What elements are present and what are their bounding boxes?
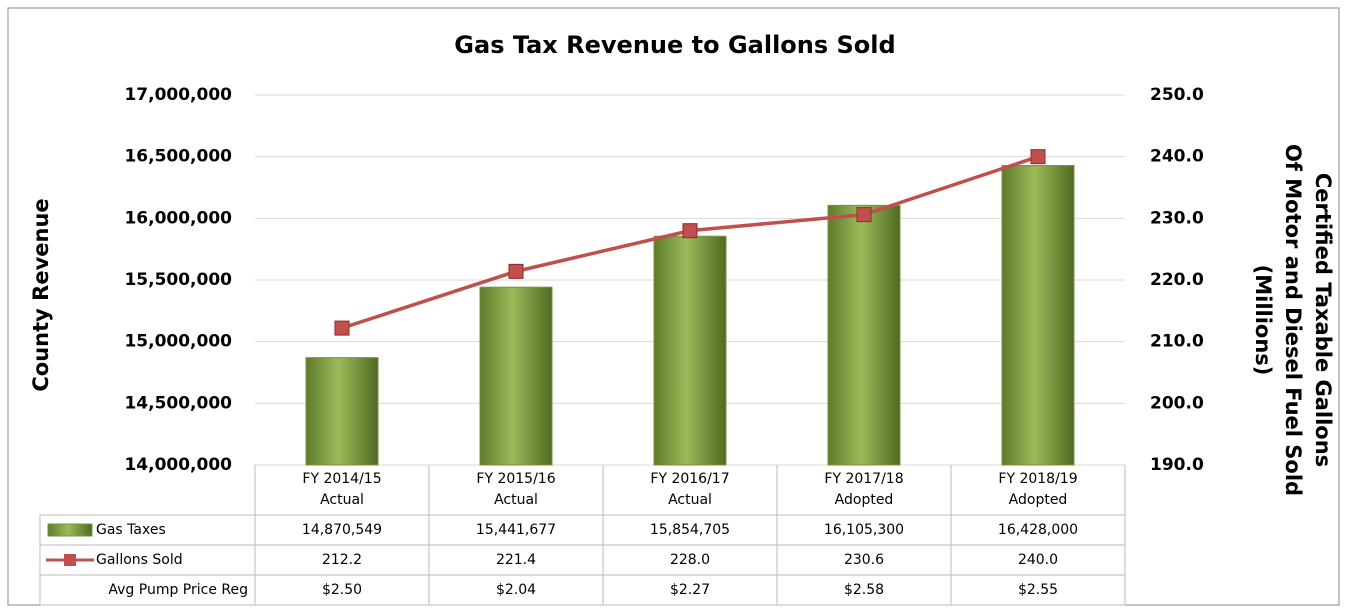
bar — [305, 357, 379, 466]
table-cell: $2.50 — [322, 582, 362, 598]
marker — [856, 207, 872, 223]
legend-label: Gas Taxes — [96, 522, 166, 538]
data-label: 16,428,000 — [998, 522, 1078, 538]
data-label: 14,870,549 — [302, 522, 382, 538]
y2-axis-title: Of Motor and Diesel Fuel Sold — [1281, 144, 1305, 496]
marker — [334, 320, 350, 336]
y2-axis-title: Certified Taxable Gallons — [1311, 173, 1335, 467]
marker — [682, 223, 698, 239]
bar — [479, 286, 553, 466]
y2-tick-label: 220.0 — [1150, 270, 1204, 290]
table-cell: $2.55 — [1018, 582, 1058, 598]
row-label: Avg Pump Price Reg — [108, 582, 248, 598]
legend-label: Gallons Sold — [96, 552, 183, 568]
y-axis-title: County Revenue — [29, 198, 53, 391]
data-label: 228.0 — [670, 552, 710, 568]
y2-tick-label: 200.0 — [1150, 393, 1204, 413]
x-tick-label: FY 2014/15 — [302, 471, 381, 487]
y-tick-label: 15,500,000 — [124, 270, 232, 290]
data-label: 212.2 — [322, 552, 362, 568]
y-tick-label: 15,000,000 — [124, 332, 232, 352]
x-tick-label: Adopted — [1009, 492, 1068, 508]
x-tick-label: Actual — [668, 492, 712, 508]
table-cell: $2.58 — [844, 582, 884, 598]
data-label: 221.4 — [496, 552, 536, 568]
marker — [508, 263, 524, 279]
y-tick-label: 16,500,000 — [124, 147, 232, 167]
y2-tick-label: 210.0 — [1150, 332, 1204, 352]
legend-swatch — [47, 523, 93, 537]
y-tick-label: 16,000,000 — [124, 208, 232, 228]
bar — [653, 235, 727, 466]
y2-tick-label: 240.0 — [1150, 147, 1204, 167]
table-cell: $2.27 — [670, 582, 710, 598]
x-tick-label: Actual — [320, 492, 364, 508]
chart-title: Gas Tax Revenue to Gallons Sold — [454, 31, 895, 59]
x-tick-label: FY 2018/19 — [998, 471, 1077, 487]
bar — [1001, 165, 1075, 466]
y-tick-label: 14,500,000 — [124, 393, 232, 413]
x-tick-label: Adopted — [835, 492, 894, 508]
y-tick-label: 14,000,000 — [124, 455, 232, 475]
y2-tick-label: 230.0 — [1150, 208, 1204, 228]
bar — [827, 204, 901, 466]
data-label: 230.6 — [844, 552, 884, 568]
data-label: 15,854,705 — [650, 522, 730, 538]
y2-axis-title: (Millions) — [1251, 265, 1275, 376]
x-tick-label: FY 2017/18 — [824, 471, 903, 487]
data-label: 16,105,300 — [824, 522, 904, 538]
x-tick-label: Actual — [494, 492, 538, 508]
x-tick-label: FY 2015/16 — [476, 471, 555, 487]
data-label: 240.0 — [1018, 552, 1058, 568]
legend-marker — [64, 554, 76, 566]
y2-tick-label: 190.0 — [1150, 455, 1204, 475]
table-cell: $2.04 — [496, 582, 536, 598]
marker — [1030, 149, 1046, 165]
data-label: 15,441,677 — [476, 522, 556, 538]
y-tick-label: 17,000,000 — [124, 85, 232, 105]
y2-tick-label: 250.0 — [1150, 85, 1204, 105]
x-tick-label: FY 2016/17 — [650, 471, 729, 487]
